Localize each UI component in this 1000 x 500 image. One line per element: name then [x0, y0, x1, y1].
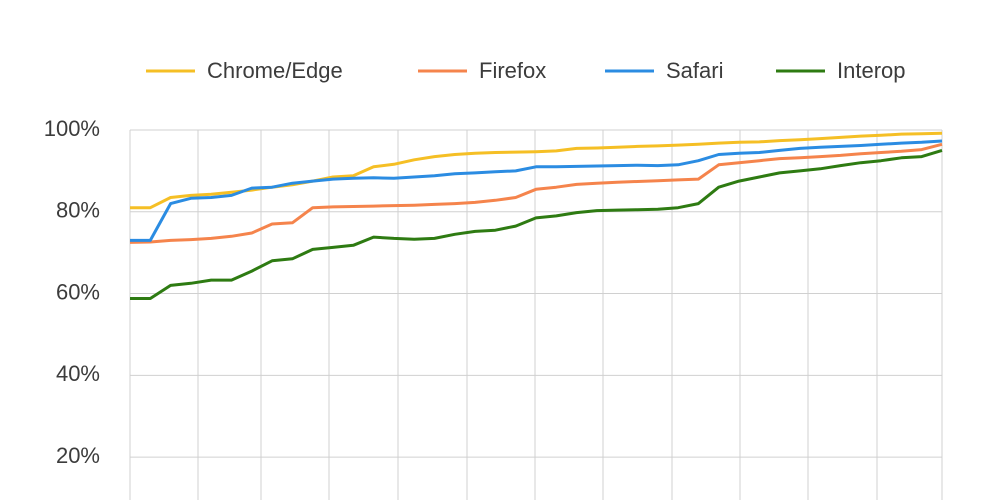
series-line — [130, 148, 943, 300]
y-tick-label: 80% — [56, 198, 100, 223]
series-line — [129, 142, 943, 244]
y-tick-label: 20% — [56, 443, 100, 468]
series-line — [130, 131, 943, 210]
y-tick-label: 60% — [56, 279, 100, 304]
legend-label: Interop — [837, 58, 906, 83]
vertical-grid — [129, 130, 943, 500]
legend-label: Firefox — [479, 58, 546, 83]
series-line — [130, 139, 943, 242]
y-tick-label: 40% — [56, 361, 100, 386]
y-tick-label: 100% — [44, 116, 100, 141]
legend-label: Safari — [666, 58, 723, 83]
legend-label: Chrome/Edge — [207, 58, 343, 83]
